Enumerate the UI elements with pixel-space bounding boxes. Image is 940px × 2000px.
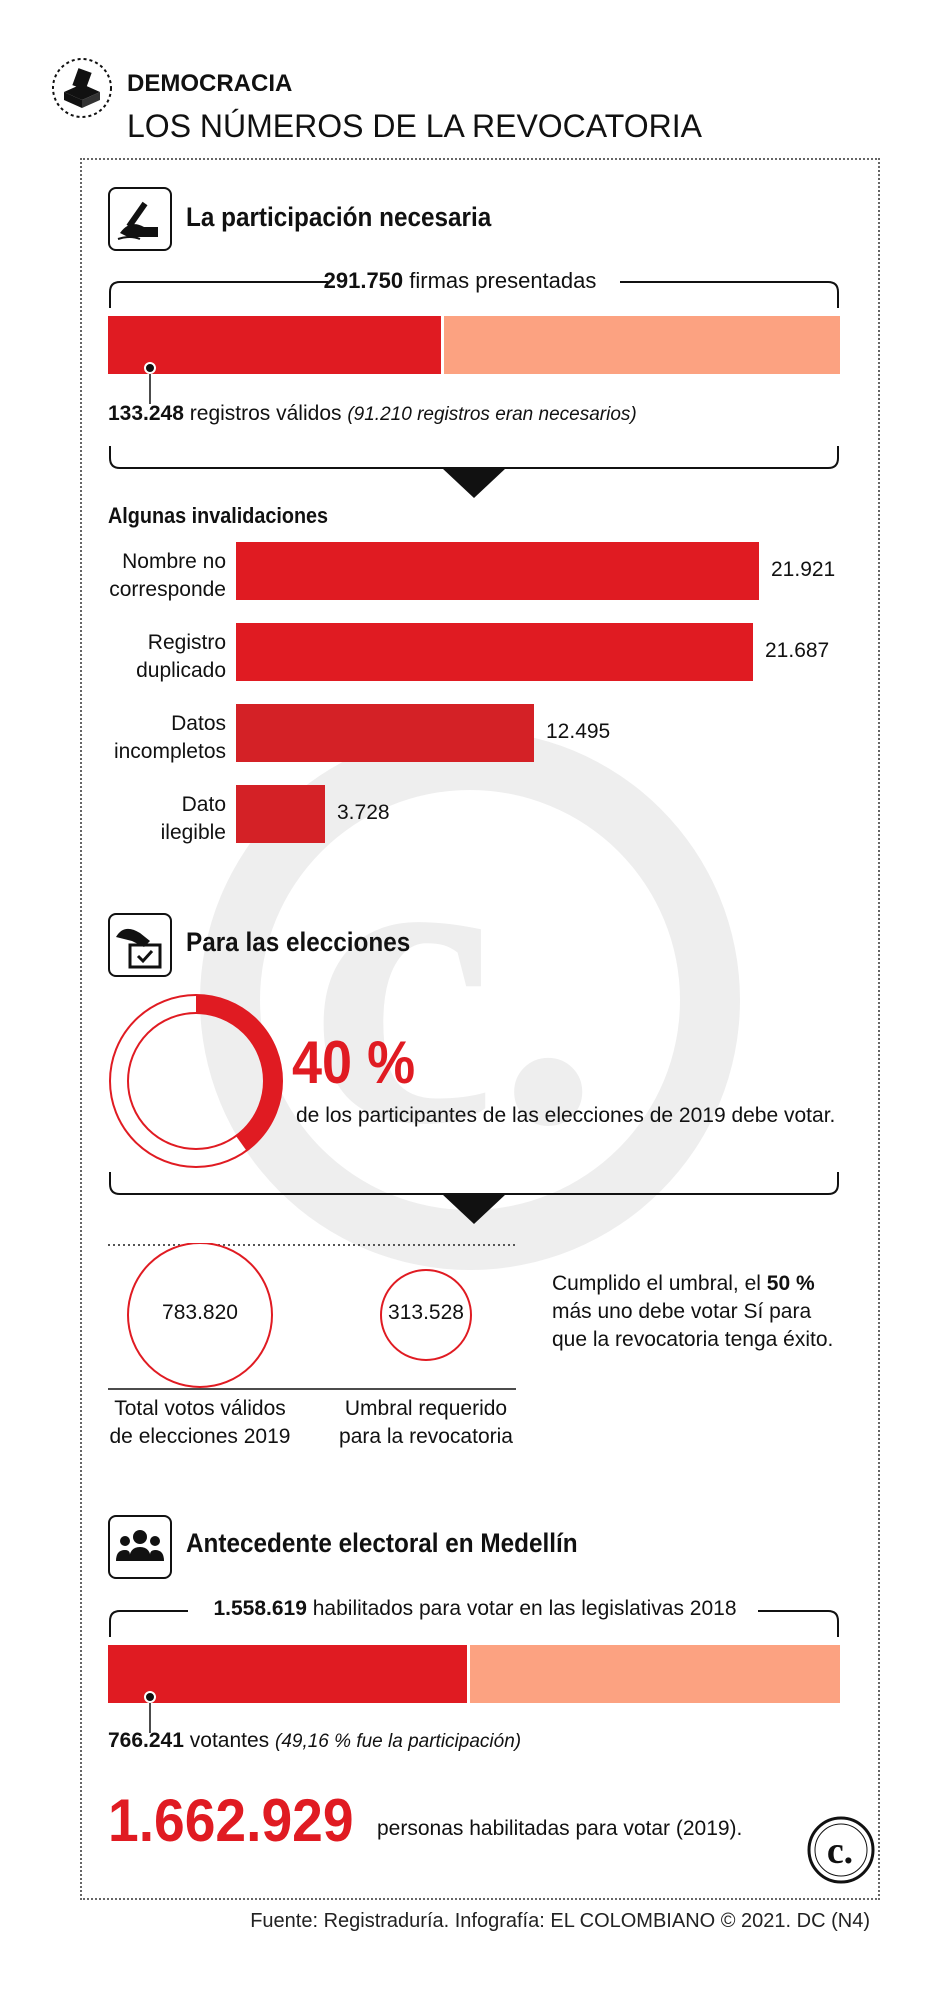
threshold-circles [108, 1243, 516, 1390]
inv-label-2: Datos incompletos [90, 710, 226, 766]
header-kicker: DEMOCRACIA [127, 70, 293, 97]
bar-divider-2 [467, 1645, 470, 1703]
valid-records-label: 133.248 registros válidos (91.210 regist… [108, 402, 637, 426]
section1-icon-box [108, 187, 172, 251]
inv-label-3-line2: ilegible [160, 821, 226, 844]
inv-label-3-line1: Dato [181, 793, 226, 816]
voters-bar-chart [108, 1645, 840, 1733]
inv-label-1: Registro duplicado [90, 629, 226, 685]
circle1-caption: Total votos válidos de elecciones 2019 [92, 1395, 308, 1451]
donut-slice-40pct [196, 995, 282, 1151]
inv-label-0-line1: Nombre no [122, 550, 226, 573]
signing-hand-icon [117, 201, 158, 240]
total-signatures-text: firmas presentadas [409, 268, 597, 293]
note-line2: más uno debe votar Sí para [552, 1300, 812, 1323]
header-title: LOS NÚMEROS DE LA REVOCATORIA [127, 108, 702, 144]
valid-records-text: registros válidos [189, 402, 342, 425]
circle1-caption-line1: Total votos válidos [114, 1397, 286, 1420]
bar-votantes [108, 1645, 468, 1703]
svg-text:c.: c. [827, 1830, 853, 1872]
voters-text: votantes [189, 1729, 270, 1752]
voters-note: (49,16 % fue la participación) [275, 1731, 522, 1752]
bar-divider [441, 316, 444, 374]
circle1-caption-line2: de elecciones 2019 [109, 1425, 291, 1448]
enabled-2019-text: personas habilitadas para votar (2019). [377, 1817, 743, 1840]
threshold-note: Cumplido el umbral, el 50 % más uno debe… [552, 1270, 833, 1354]
infographic-frame [80, 158, 880, 1900]
section2-title: Para las elecciones [186, 927, 411, 957]
valid-records-note: (91.210 registros eran necesarios) [347, 404, 637, 425]
note-line3: que la revocatoria tenga éxito. [552, 1328, 834, 1351]
circle2-value: 313.528 [388, 1301, 464, 1324]
arrow-down-icon [442, 1194, 506, 1224]
watermark-logo-icon: c. [200, 730, 740, 1270]
percent-big: 40 % [292, 1029, 416, 1096]
bottom-bracket-1 [109, 446, 839, 498]
inv-value-3: 3.728 [337, 801, 390, 824]
percent-text: de los participantes de las elecciones d… [296, 1104, 836, 1127]
voters-value: 766.241 [108, 1729, 184, 1752]
enabled-2019-big: 1.662.929 [108, 1787, 354, 1854]
donut-inner-ring [127, 1012, 265, 1150]
circle-total-votes [127, 1243, 273, 1388]
invalidation-bar-1 [236, 623, 753, 681]
circle2-caption-line2: para la revocatoria [339, 1425, 513, 1448]
total-bracket-2018 [109, 1610, 839, 1637]
ballot-box-icon [52, 58, 112, 118]
inv-label-3: Dato ilegible [90, 791, 226, 847]
total-signatures-value: 291.750 [323, 268, 404, 293]
footer-source: Fuente: Registraduría. Infografía: EL CO… [250, 1910, 870, 1932]
enabled-2018-text: habilitados para votar en las legislativ… [312, 1597, 737, 1620]
circle1-value: 783.820 [162, 1301, 238, 1324]
inv-label-0: Nombre no corresponde [90, 548, 226, 604]
inv-value-0: 21.921 [771, 558, 836, 581]
invalidation-bar-2 [236, 704, 534, 762]
svg-text:c.: c. [309, 746, 600, 1211]
inv-label-2-line1: Datos [171, 712, 226, 735]
bottom-bracket-2 [109, 1172, 839, 1224]
section3-title: Antecedente electoral en Medellín [186, 1528, 578, 1558]
arrow-down-icon [442, 468, 506, 498]
inv-value-1: 21.687 [765, 639, 830, 662]
people-group-icon [116, 1530, 164, 1561]
inv-label-0-line2: corresponde [109, 578, 226, 601]
enabled-2018-label: 1.558.619 habilitados para votar en las … [190, 1597, 760, 1621]
voters-label: 766.241 votantes (49,16 % fue la partici… [108, 1729, 521, 1753]
signatures-bar-chart [108, 316, 840, 404]
section3-icon-box [108, 1515, 172, 1579]
note-pre: Cumplido el umbral, el [552, 1272, 761, 1295]
enabled-2018-value: 1.558.619 [213, 1597, 307, 1620]
invalidations-bar-chart [236, 542, 759, 843]
inv-label-2-line2: incompletos [113, 740, 226, 763]
inv-label-1-line1: Registro [147, 631, 226, 654]
total-signatures-label: 291.750 firmas presentadas [250, 268, 670, 294]
el-colombiano-logo-icon: c. [807, 1816, 875, 1884]
participation-donut-chart [109, 994, 283, 1168]
total-bracket [109, 281, 839, 308]
valid-records-value: 133.248 [108, 402, 184, 425]
circle2-caption: Umbral requerido para la revocatoria [326, 1395, 526, 1451]
note-bold: 50 % [766, 1272, 815, 1295]
invalidation-bar-3 [236, 785, 325, 843]
bar-registros-validos [108, 316, 442, 374]
section2-icon-box [108, 913, 172, 977]
inv-label-1-line2: duplicado [136, 659, 226, 682]
circle2-caption-line1: Umbral requerido [344, 1397, 508, 1420]
invalidations-title: Algunas invalidaciones [108, 503, 329, 528]
inv-value-2: 12.495 [546, 720, 611, 743]
invalidation-bar-0 [236, 542, 759, 600]
voting-hand-icon [116, 928, 162, 969]
section1-title: La participación necesaria [186, 202, 492, 232]
circle-threshold [380, 1269, 472, 1361]
